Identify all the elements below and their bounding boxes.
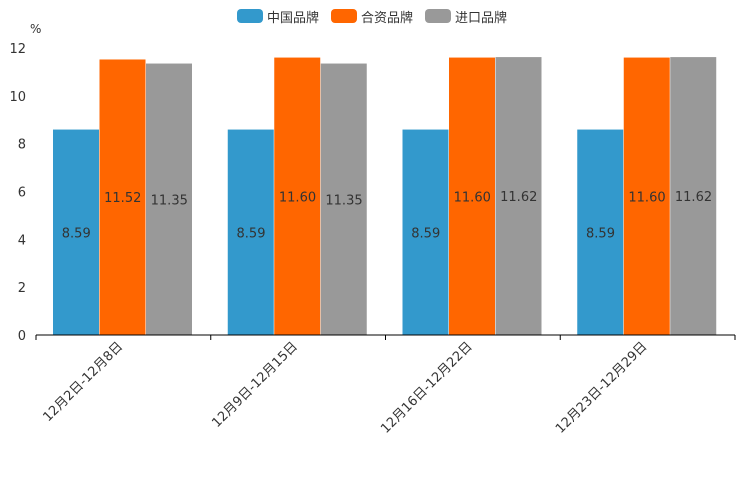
y-tick-label: 10: [9, 90, 26, 105]
y-tick-label: 8: [18, 138, 26, 153]
legend-item-joint-venture[interactable]: 合资品牌: [330, 7, 413, 26]
y-tick-label: 2: [18, 281, 26, 296]
bar-s0-c3: [577, 129, 624, 335]
bar-s1-c3: [623, 57, 670, 336]
data-label-s1-c3: 11.60: [628, 190, 665, 205]
bar-s2-c3: [670, 57, 717, 336]
legend-item-domestic[interactable]: 中国品牌: [236, 7, 319, 26]
legend-label-imported: 进口品牌: [455, 10, 508, 26]
data-label-s2-c3: 11.62: [675, 190, 712, 205]
bar-s2-c1: [320, 63, 367, 335]
y-tick-label: 12: [9, 42, 26, 57]
chart-legend: 中国品牌 合资品牌 进口品牌: [0, 6, 744, 26]
bar-s2-c2: [495, 57, 542, 336]
data-label-s1-c1: 11.60: [279, 190, 316, 205]
data-label-s0-c2: 8.59: [411, 226, 440, 241]
legend-swatch-joint-venture: [330, 9, 357, 23]
data-label-s2-c0: 11.35: [151, 193, 188, 208]
legend-label-domestic: 中国品牌: [266, 10, 319, 26]
legend-label-joint-venture: 合资品牌: [360, 10, 413, 26]
data-label-s1-c0: 11.52: [104, 191, 141, 206]
x-tick-label-3: 12月23日-12月29日: [553, 339, 650, 436]
legend-item-imported[interactable]: 进口品牌: [425, 7, 507, 26]
bar-s0-c1: [227, 129, 274, 335]
data-label-s2-c2: 11.62: [500, 190, 537, 205]
data-label-s0-c1: 8.59: [237, 226, 266, 241]
x-tick-label-0: 12月2日-12月8日: [40, 339, 126, 425]
bar-s1-c1: [274, 57, 321, 336]
bar-s2-c0: [146, 63, 192, 335]
data-label-s1-c2: 11.60: [454, 190, 491, 205]
bar-s0-c0: [53, 129, 99, 335]
bar-s0-c2: [402, 129, 449, 335]
x-tick-label-2: 12月16日-12月22日: [378, 339, 475, 436]
data-label-s2-c1: 11.35: [325, 193, 362, 208]
bar-s1-c2: [449, 57, 495, 336]
x-tick-label-1: 12月9日-12月15日: [209, 339, 301, 431]
data-label-s0-c3: 8.59: [586, 226, 615, 241]
y-axis-unit: %: [30, 22, 42, 36]
y-tick-label: 6: [18, 186, 26, 201]
legend-swatch-domestic: [236, 9, 263, 23]
y-tick-label: 4: [18, 233, 26, 248]
bar-s1-c0: [99, 59, 146, 335]
legend-swatch-imported: [425, 9, 451, 23]
data-label-s0-c0: 8.59: [62, 226, 91, 241]
y-tick-label: 0: [18, 329, 26, 344]
